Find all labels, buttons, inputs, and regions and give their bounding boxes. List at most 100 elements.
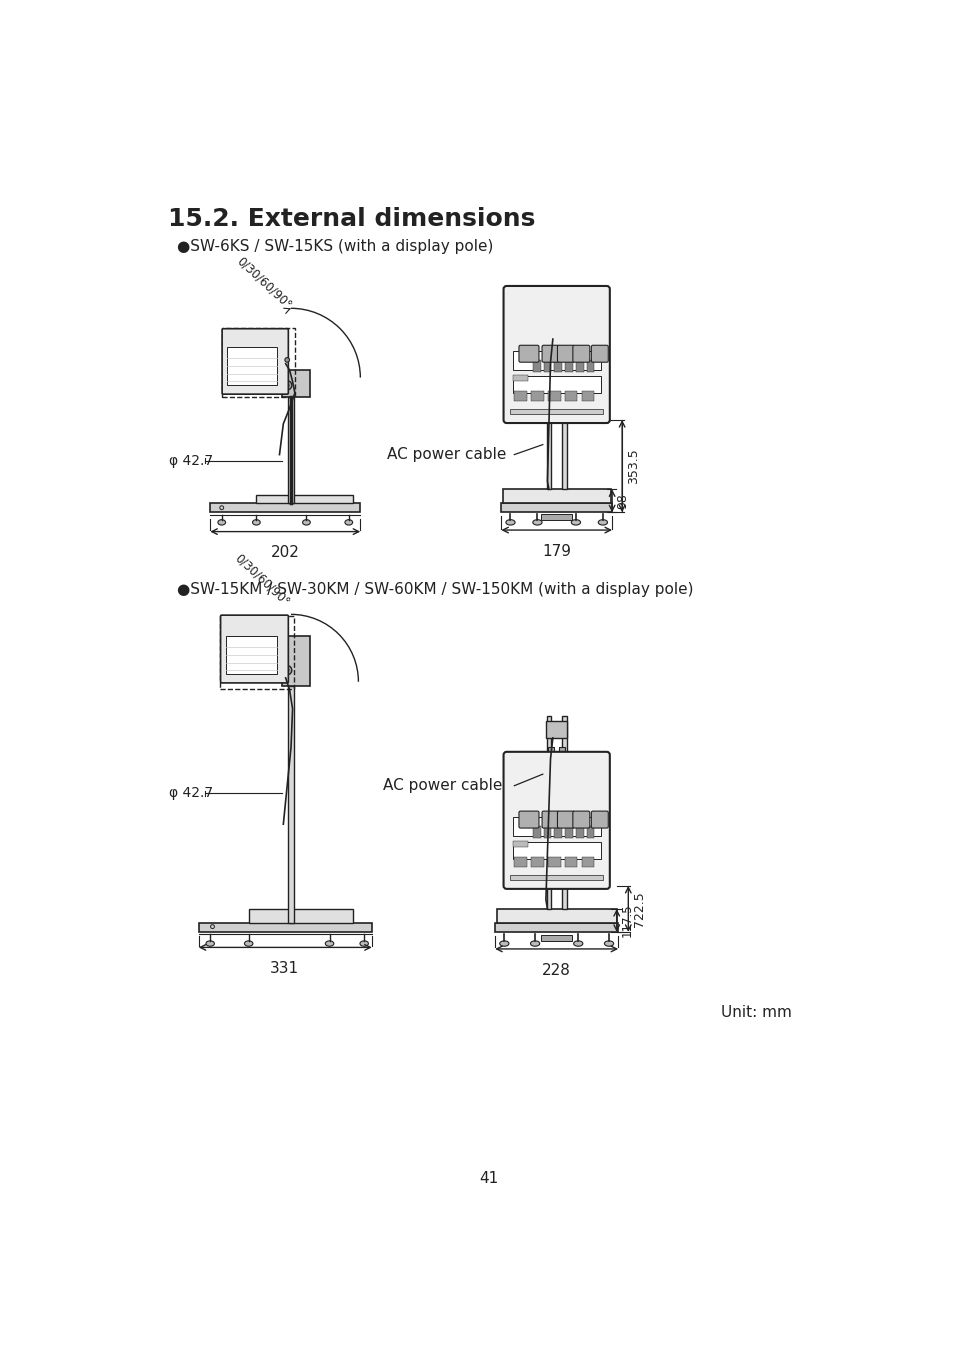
FancyBboxPatch shape	[591, 811, 608, 828]
Bar	[513, 842, 600, 859]
Bar	[500, 504, 612, 513]
Bar	[220, 617, 294, 690]
Ellipse shape	[359, 941, 368, 946]
Text: ●SW-6KS / SW-15KS (with a display pole): ●SW-6KS / SW-15KS (with a display pole)	[177, 239, 493, 254]
Bar	[554, 360, 561, 373]
Ellipse shape	[325, 941, 334, 946]
Ellipse shape	[345, 520, 353, 525]
Bar	[513, 351, 600, 370]
Bar	[545, 721, 567, 738]
Bar	[225, 636, 277, 674]
Bar	[502, 489, 610, 504]
Bar	[227, 347, 277, 385]
Bar	[561, 717, 566, 909]
FancyBboxPatch shape	[591, 346, 608, 362]
Bar	[548, 857, 560, 867]
Bar	[564, 857, 577, 867]
FancyBboxPatch shape	[557, 346, 574, 362]
Bar	[540, 936, 572, 941]
Text: Unit: mm: Unit: mm	[720, 1006, 791, 1021]
Ellipse shape	[253, 520, 260, 525]
Bar	[581, 857, 594, 867]
Text: 41: 41	[478, 1170, 498, 1185]
Bar	[514, 857, 526, 867]
Bar	[564, 360, 572, 373]
Bar	[581, 392, 594, 401]
Text: 0/30/60/90°: 0/30/60/90°	[232, 552, 292, 609]
Text: 179: 179	[541, 544, 571, 559]
Bar	[546, 717, 551, 909]
Bar	[586, 826, 594, 838]
Bar	[558, 747, 564, 755]
Bar	[545, 320, 567, 339]
Ellipse shape	[604, 941, 613, 946]
Ellipse shape	[285, 668, 289, 672]
Text: φ 42.7: φ 42.7	[170, 787, 213, 801]
Bar	[548, 351, 554, 358]
Ellipse shape	[571, 520, 580, 525]
Ellipse shape	[206, 941, 214, 946]
Bar	[543, 360, 551, 373]
Bar	[546, 316, 551, 489]
Text: 353.5: 353.5	[626, 448, 639, 485]
Text: 722.5: 722.5	[632, 891, 645, 927]
Bar	[281, 370, 309, 397]
Ellipse shape	[282, 666, 292, 675]
Ellipse shape	[505, 520, 515, 525]
Bar	[513, 375, 528, 382]
Bar	[198, 923, 372, 932]
FancyBboxPatch shape	[503, 286, 609, 423]
Ellipse shape	[244, 941, 253, 946]
Bar	[288, 686, 294, 923]
Bar	[564, 826, 572, 838]
Text: φ 42.7: φ 42.7	[170, 454, 213, 467]
Text: ●SW-15KM / SW-30KM / SW-60KM / SW-150KM (with a display pole): ●SW-15KM / SW-30KM / SW-60KM / SW-150KM …	[177, 582, 693, 597]
FancyBboxPatch shape	[572, 811, 589, 828]
Bar	[554, 826, 561, 838]
Bar	[288, 397, 294, 504]
Bar	[281, 636, 309, 686]
Bar	[543, 826, 551, 838]
Bar	[576, 360, 583, 373]
Bar	[510, 875, 602, 880]
Text: 331: 331	[270, 961, 299, 976]
Bar	[548, 747, 554, 755]
Ellipse shape	[533, 520, 541, 525]
Bar	[586, 360, 594, 373]
Bar	[514, 392, 526, 401]
Bar	[540, 514, 572, 520]
Text: AC power cable: AC power cable	[383, 778, 502, 794]
Bar	[564, 392, 577, 401]
Bar	[561, 316, 566, 489]
Text: 202: 202	[270, 545, 299, 560]
FancyBboxPatch shape	[541, 346, 558, 362]
Ellipse shape	[499, 941, 508, 946]
Ellipse shape	[217, 520, 225, 525]
Bar	[558, 351, 564, 358]
Bar	[513, 377, 600, 393]
Bar	[497, 909, 616, 923]
Ellipse shape	[285, 383, 289, 387]
Ellipse shape	[598, 520, 607, 525]
Text: 0/30/60/90°: 0/30/60/90°	[233, 255, 294, 312]
Text: 228: 228	[541, 963, 571, 977]
Bar	[533, 826, 540, 838]
Text: 98: 98	[616, 493, 628, 509]
Ellipse shape	[530, 941, 539, 946]
FancyBboxPatch shape	[220, 616, 288, 683]
Bar	[210, 504, 360, 513]
Bar	[221, 328, 294, 397]
FancyBboxPatch shape	[541, 811, 558, 828]
Ellipse shape	[302, 520, 310, 525]
FancyBboxPatch shape	[518, 346, 538, 362]
Bar	[510, 409, 602, 414]
FancyBboxPatch shape	[222, 328, 288, 394]
Bar	[256, 495, 353, 504]
FancyBboxPatch shape	[572, 346, 589, 362]
FancyBboxPatch shape	[557, 811, 574, 828]
Text: 15.2. External dimensions: 15.2. External dimensions	[168, 207, 535, 231]
Text: 117.5: 117.5	[620, 903, 633, 937]
Bar	[513, 841, 528, 848]
Ellipse shape	[282, 381, 292, 390]
FancyBboxPatch shape	[518, 811, 538, 828]
